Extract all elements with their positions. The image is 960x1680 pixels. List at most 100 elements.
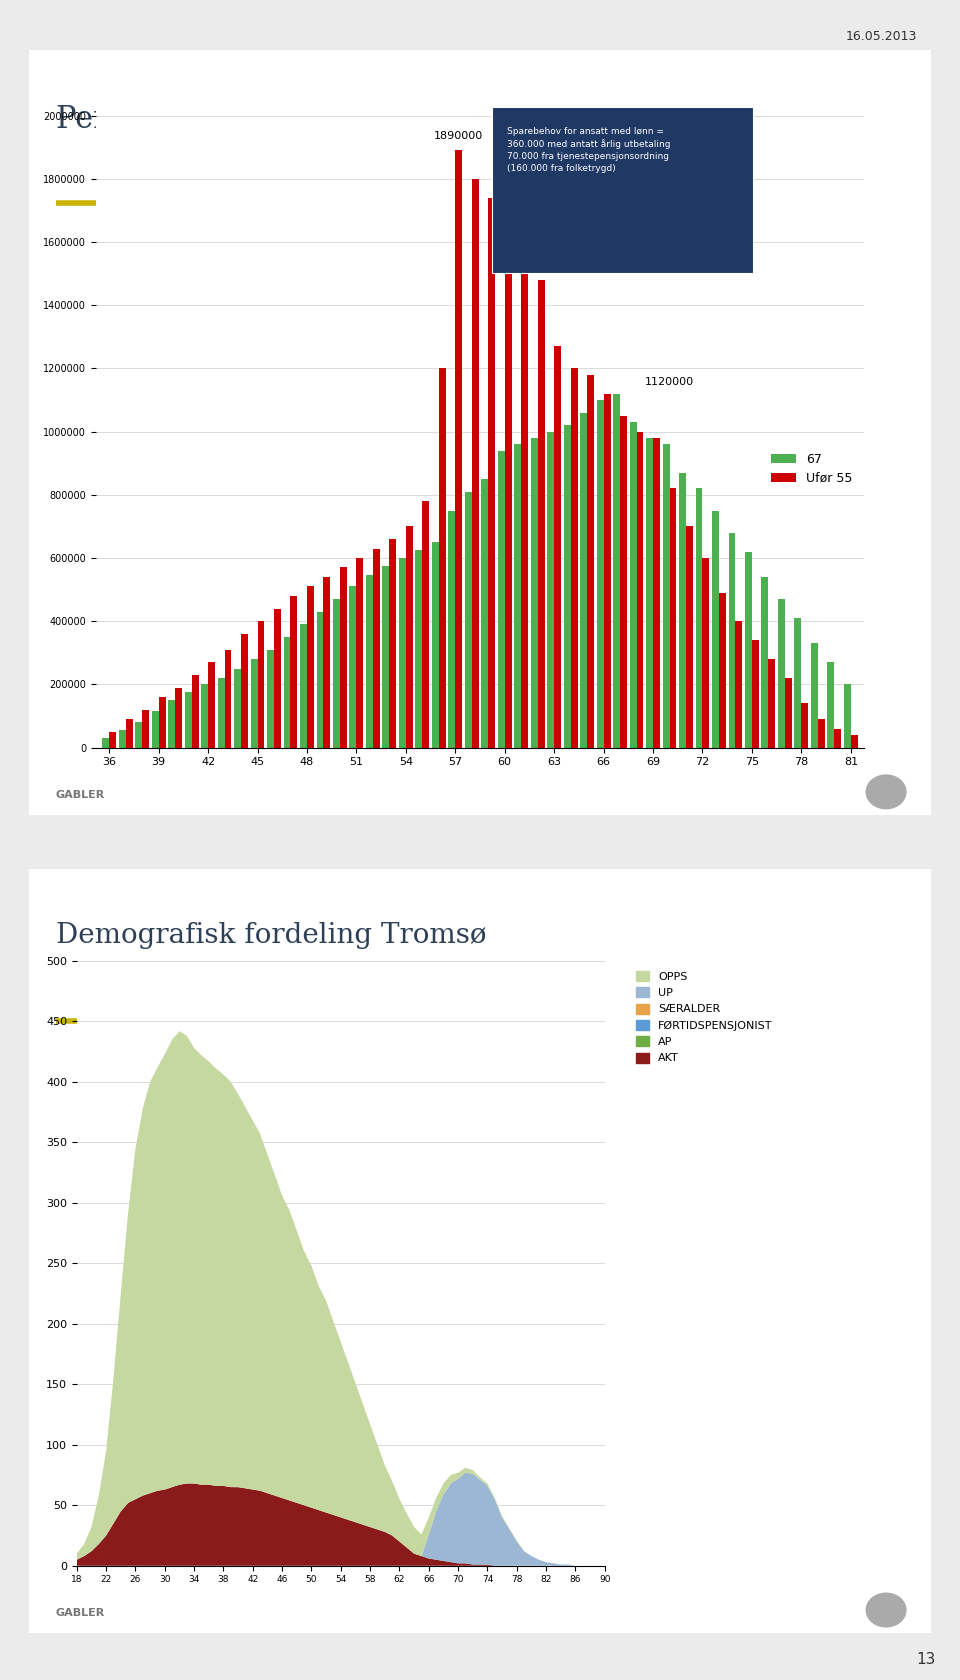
Bar <box>218 679 225 748</box>
Bar <box>465 492 471 748</box>
Bar <box>844 684 851 748</box>
Bar <box>570 368 578 748</box>
Bar <box>300 625 307 748</box>
Bar <box>505 235 512 748</box>
Bar <box>439 368 445 748</box>
Bar <box>324 576 330 748</box>
Bar <box>686 526 693 748</box>
Bar <box>547 432 554 748</box>
Text: 13: 13 <box>917 1651 936 1667</box>
Bar <box>192 675 199 748</box>
Bar <box>119 731 126 748</box>
Bar <box>291 596 298 748</box>
Bar <box>225 650 231 748</box>
Legend: OPPS, UP, SÆRALDER, FØRTIDSPENSJONIST, AP, AKT: OPPS, UP, SÆRALDER, FØRTIDSPENSJONIST, A… <box>632 966 777 1068</box>
Circle shape <box>866 774 906 808</box>
Text: 1120000: 1120000 <box>645 378 694 388</box>
Bar <box>696 489 703 748</box>
Bar <box>735 622 742 748</box>
Bar <box>307 586 314 748</box>
Bar <box>366 575 372 748</box>
Circle shape <box>866 1593 906 1626</box>
Bar <box>811 643 818 748</box>
Text: Demografisk fordeling Tromsø: Demografisk fordeling Tromsø <box>56 922 487 949</box>
Bar <box>283 637 291 748</box>
Bar <box>761 576 768 748</box>
Bar <box>333 600 340 748</box>
Bar <box>142 709 149 748</box>
Bar <box>729 533 735 748</box>
Bar <box>109 732 116 748</box>
Bar <box>580 413 588 748</box>
Bar <box>768 659 776 748</box>
Bar <box>613 393 620 748</box>
Bar <box>752 640 758 748</box>
Bar <box>152 711 158 748</box>
Bar <box>267 650 274 748</box>
Bar <box>531 438 538 748</box>
Bar <box>168 701 175 748</box>
Bar <box>416 549 422 748</box>
Bar <box>521 260 528 748</box>
FancyBboxPatch shape <box>492 108 753 274</box>
Bar <box>175 687 182 748</box>
Bar <box>251 659 257 748</box>
Bar <box>712 511 719 748</box>
Bar <box>620 415 627 748</box>
Legend: 67, Ufør 55: 67, Ufør 55 <box>766 449 857 491</box>
Bar <box>208 662 215 748</box>
Bar <box>471 178 479 748</box>
Bar <box>554 346 561 748</box>
Bar <box>103 738 109 748</box>
Bar <box>515 444 521 748</box>
Bar <box>564 425 570 748</box>
Text: 1890000: 1890000 <box>434 131 484 141</box>
Bar <box>498 450 505 748</box>
Bar <box>489 198 495 748</box>
Bar <box>703 558 709 748</box>
Bar <box>202 684 208 748</box>
Bar <box>745 551 752 748</box>
Text: 16.05.2013: 16.05.2013 <box>846 30 917 44</box>
Bar <box>257 622 264 748</box>
Bar <box>597 400 604 748</box>
Bar <box>241 633 248 748</box>
Bar <box>399 558 406 748</box>
Bar <box>135 722 142 748</box>
Text: GABLER: GABLER <box>56 1608 106 1618</box>
Bar <box>234 669 241 748</box>
Bar <box>448 511 455 748</box>
Bar <box>662 444 669 748</box>
Bar <box>785 679 792 748</box>
Bar <box>646 438 653 748</box>
Bar <box>372 548 380 748</box>
Bar <box>679 472 686 748</box>
Bar <box>669 489 677 748</box>
Bar <box>317 612 324 748</box>
Bar <box>834 729 841 748</box>
Bar <box>588 375 594 748</box>
Text: GABLER: GABLER <box>56 790 106 800</box>
Bar <box>828 662 834 748</box>
Text: Sparebehov for ansatt med lønn =
360.000 med antatt årlig utbetaling
70.000 fra : Sparebehov for ansatt med lønn = 360.000… <box>507 128 670 173</box>
Bar <box>274 608 281 748</box>
Bar <box>851 734 857 748</box>
Bar <box>795 618 802 748</box>
Bar <box>538 281 544 748</box>
Bar <box>432 543 439 748</box>
Bar <box>390 539 396 748</box>
Bar <box>719 593 726 748</box>
Bar <box>604 393 611 748</box>
Bar <box>382 566 390 748</box>
Bar <box>802 704 808 748</box>
Bar <box>184 692 192 748</box>
Bar <box>481 479 489 748</box>
Bar <box>778 600 785 748</box>
Text: Pensjonssparing og utbetaling: Pensjonssparing og utbetaling <box>56 104 525 134</box>
Bar <box>158 697 165 748</box>
Bar <box>422 501 429 748</box>
Bar <box>340 568 347 748</box>
Bar <box>455 151 462 748</box>
Bar <box>126 719 132 748</box>
Bar <box>630 422 636 748</box>
